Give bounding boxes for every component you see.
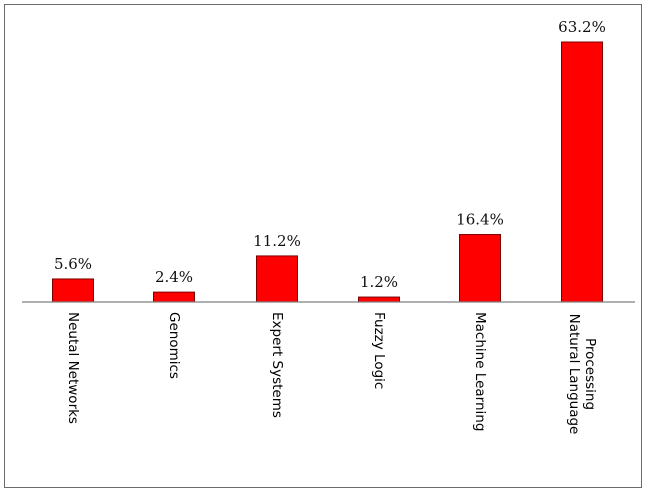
category-label-5-line-1: Processing xyxy=(582,338,598,410)
category-label-2: Expert Systems xyxy=(269,312,285,418)
value-label-2: 11.2% xyxy=(253,232,301,250)
category-label-4-line-0: Machine Learning xyxy=(472,312,488,431)
bar-2 xyxy=(256,255,298,303)
bar-5 xyxy=(561,41,603,303)
category-label-2-line-0: Expert Systems xyxy=(269,312,285,418)
bar-3 xyxy=(358,296,400,303)
value-label-4: 16.4% xyxy=(456,211,504,229)
bar-4 xyxy=(459,234,501,303)
category-label-0: Neutal Networks xyxy=(65,312,81,424)
value-label-1: 2.4% xyxy=(155,268,193,286)
value-labels-layer: 5.6% 2.4% 11.2% 1.2% 16.4% 63.2% xyxy=(54,18,606,291)
value-label-5: 63.2% xyxy=(558,18,606,36)
category-label-5: Natural Language Processing xyxy=(566,314,598,435)
value-label-0: 5.6% xyxy=(54,255,92,273)
category-label-3: Fuzzy Logic xyxy=(371,312,387,389)
category-label-3-line-0: Fuzzy Logic xyxy=(371,312,387,389)
category-label-1: Genomics xyxy=(166,312,182,379)
value-label-3: 1.2% xyxy=(360,273,398,291)
category-label-1-line-0: Genomics xyxy=(166,312,182,379)
chart-frame xyxy=(4,4,642,488)
bar-0 xyxy=(52,278,94,303)
category-labels-layer: Neutal Networks Genomics Expert Systems Fuz… xyxy=(65,312,598,434)
category-label-5-line-0: Natural Language xyxy=(566,314,582,435)
bar-1 xyxy=(153,291,195,303)
category-label-0-line-0: Neutal Networks xyxy=(65,312,81,424)
bars-layer xyxy=(52,41,603,303)
category-label-4: Machine Learning xyxy=(472,312,488,431)
